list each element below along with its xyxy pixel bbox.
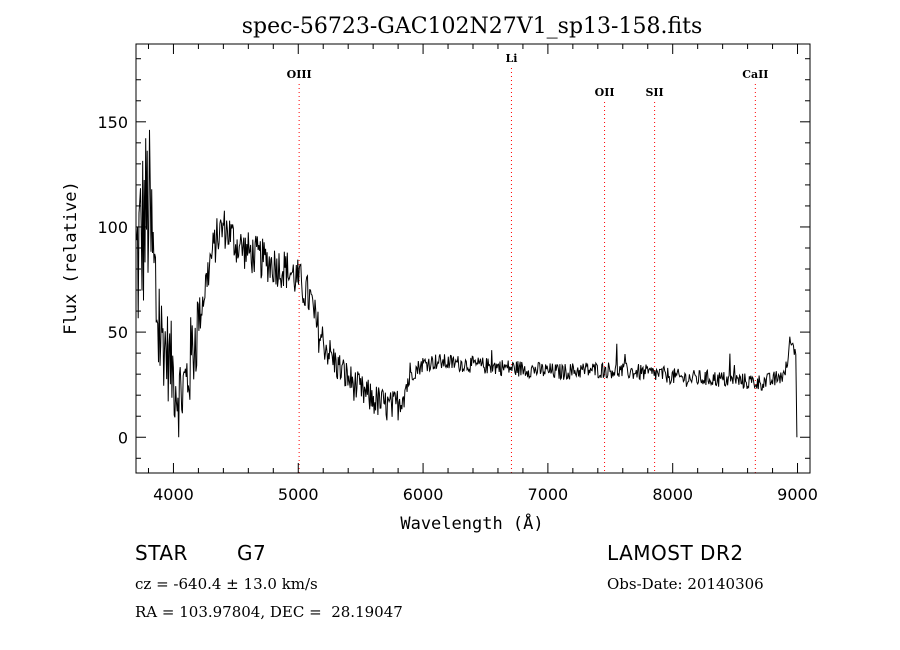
emission-line-labels: OIII Li OII SII CaII (287, 52, 769, 99)
emission-line-markers (298, 68, 756, 473)
x-axis-ticks: 4000 5000 6000 7000 8000 9000 (147, 44, 818, 504)
marker-label-oiii: OIII (287, 68, 312, 81)
x-tick-label: 7000 (528, 485, 569, 504)
object-subclass: G7 (237, 541, 267, 565)
x-tick-label: 9000 (777, 485, 818, 504)
y-axis-ticks: 0 50 100 150 (97, 58, 810, 459)
chart-title: spec-56723-GAC102N27V1_sp13-158.fits (242, 14, 703, 39)
coordinates-info: RA = 103.97804, DEC = 28.19047 (135, 603, 403, 621)
object-class: STAR (135, 541, 188, 565)
y-tick-label: 50 (108, 323, 128, 342)
x-tick-label: 6000 (403, 485, 444, 504)
x-tick-label: 8000 (652, 485, 693, 504)
plot-frame (135, 43, 811, 474)
marker-label-caii: CaII (742, 68, 768, 81)
y-tick-label: 150 (97, 113, 128, 132)
spectrum-line (135, 129, 798, 438)
marker-label-oii: OII (595, 86, 615, 99)
marker-label-li: Li (505, 52, 517, 65)
survey-name: LAMOST DR2 (607, 541, 744, 565)
x-tick-label: 4000 (153, 485, 194, 504)
x-tick-label: 5000 (278, 485, 319, 504)
redshift-info: cz = -640.4 ± 13.0 km/s (135, 575, 318, 593)
y-axis-label: Flux (relative) (61, 181, 81, 335)
observation-date: Obs-Date: 20140306 (607, 575, 764, 593)
x-axis-label: Wavelength (Å) (400, 512, 543, 534)
y-tick-label: 100 (97, 218, 128, 237)
marker-label-sii: SII (645, 86, 663, 99)
y-tick-label: 0 (118, 428, 128, 447)
